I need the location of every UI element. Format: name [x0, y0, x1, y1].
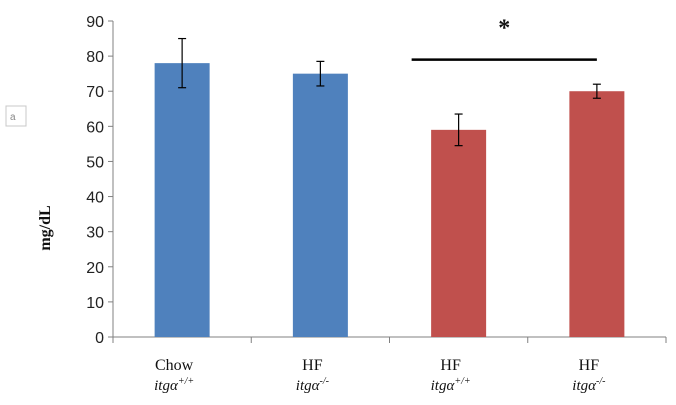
x-category-genotype: itgα+/+: [431, 376, 471, 394]
x-category-genotype: itgα-/-: [296, 376, 329, 394]
y-tick-label: 10: [86, 295, 104, 312]
bar: [154, 63, 210, 338]
y-tick-label: 80: [86, 49, 104, 66]
genotype-superscript: +/+: [454, 376, 470, 387]
y-tick-label: 60: [86, 119, 104, 136]
bar-series: [154, 63, 625, 338]
genotype-superscript: -/-: [596, 376, 605, 387]
x-category-label: Chow: [155, 357, 194, 374]
error-bars: [178, 37, 601, 147]
y-tick-label: 90: [86, 14, 104, 31]
x-category-label: HF: [579, 357, 600, 374]
x-category-genotype: itgα+/+: [154, 376, 194, 394]
side-marker-label: a: [10, 112, 16, 123]
side-marker: a: [5, 105, 27, 127]
bar: [431, 129, 487, 337]
y-tick-label: 0: [95, 330, 104, 347]
y-tick-label: 50: [86, 154, 104, 171]
y-tick-label: 70: [86, 84, 104, 101]
bar: [569, 91, 625, 337]
y-tick-label: 40: [86, 190, 104, 207]
significance-annotation: *: [411, 16, 597, 61]
x-category-label: HF: [440, 357, 461, 374]
y-tick-label: 20: [86, 260, 104, 277]
significance-star: *: [498, 16, 510, 42]
y-tick-label: 30: [86, 225, 104, 242]
y-axis: 0 10 20 30 40 50 60 70 80 90: [86, 14, 114, 347]
genotype-superscript: -/-: [320, 376, 329, 387]
x-category-genotype: itgα-/-: [572, 376, 605, 394]
x-category-label: HF: [302, 357, 323, 374]
genotype-superscript: +/+: [178, 376, 194, 387]
y-axis-label: mg/dL: [37, 205, 54, 250]
x-axis: Chow itgα+/+ HF itgα-/- HF itgα+/+ HF itgα-/-: [112, 336, 667, 394]
bar: [292, 73, 348, 338]
